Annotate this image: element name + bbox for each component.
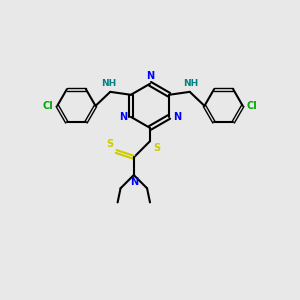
Text: N: N: [173, 112, 181, 122]
Text: S: S: [153, 142, 160, 153]
Text: N: N: [146, 71, 154, 81]
Text: N: N: [130, 177, 138, 188]
Text: S: S: [106, 139, 113, 149]
Text: Cl: Cl: [43, 101, 54, 111]
Text: N: N: [119, 112, 127, 122]
Text: NH: NH: [184, 79, 199, 88]
Text: NH: NH: [101, 79, 116, 88]
Text: Cl: Cl: [246, 101, 257, 111]
